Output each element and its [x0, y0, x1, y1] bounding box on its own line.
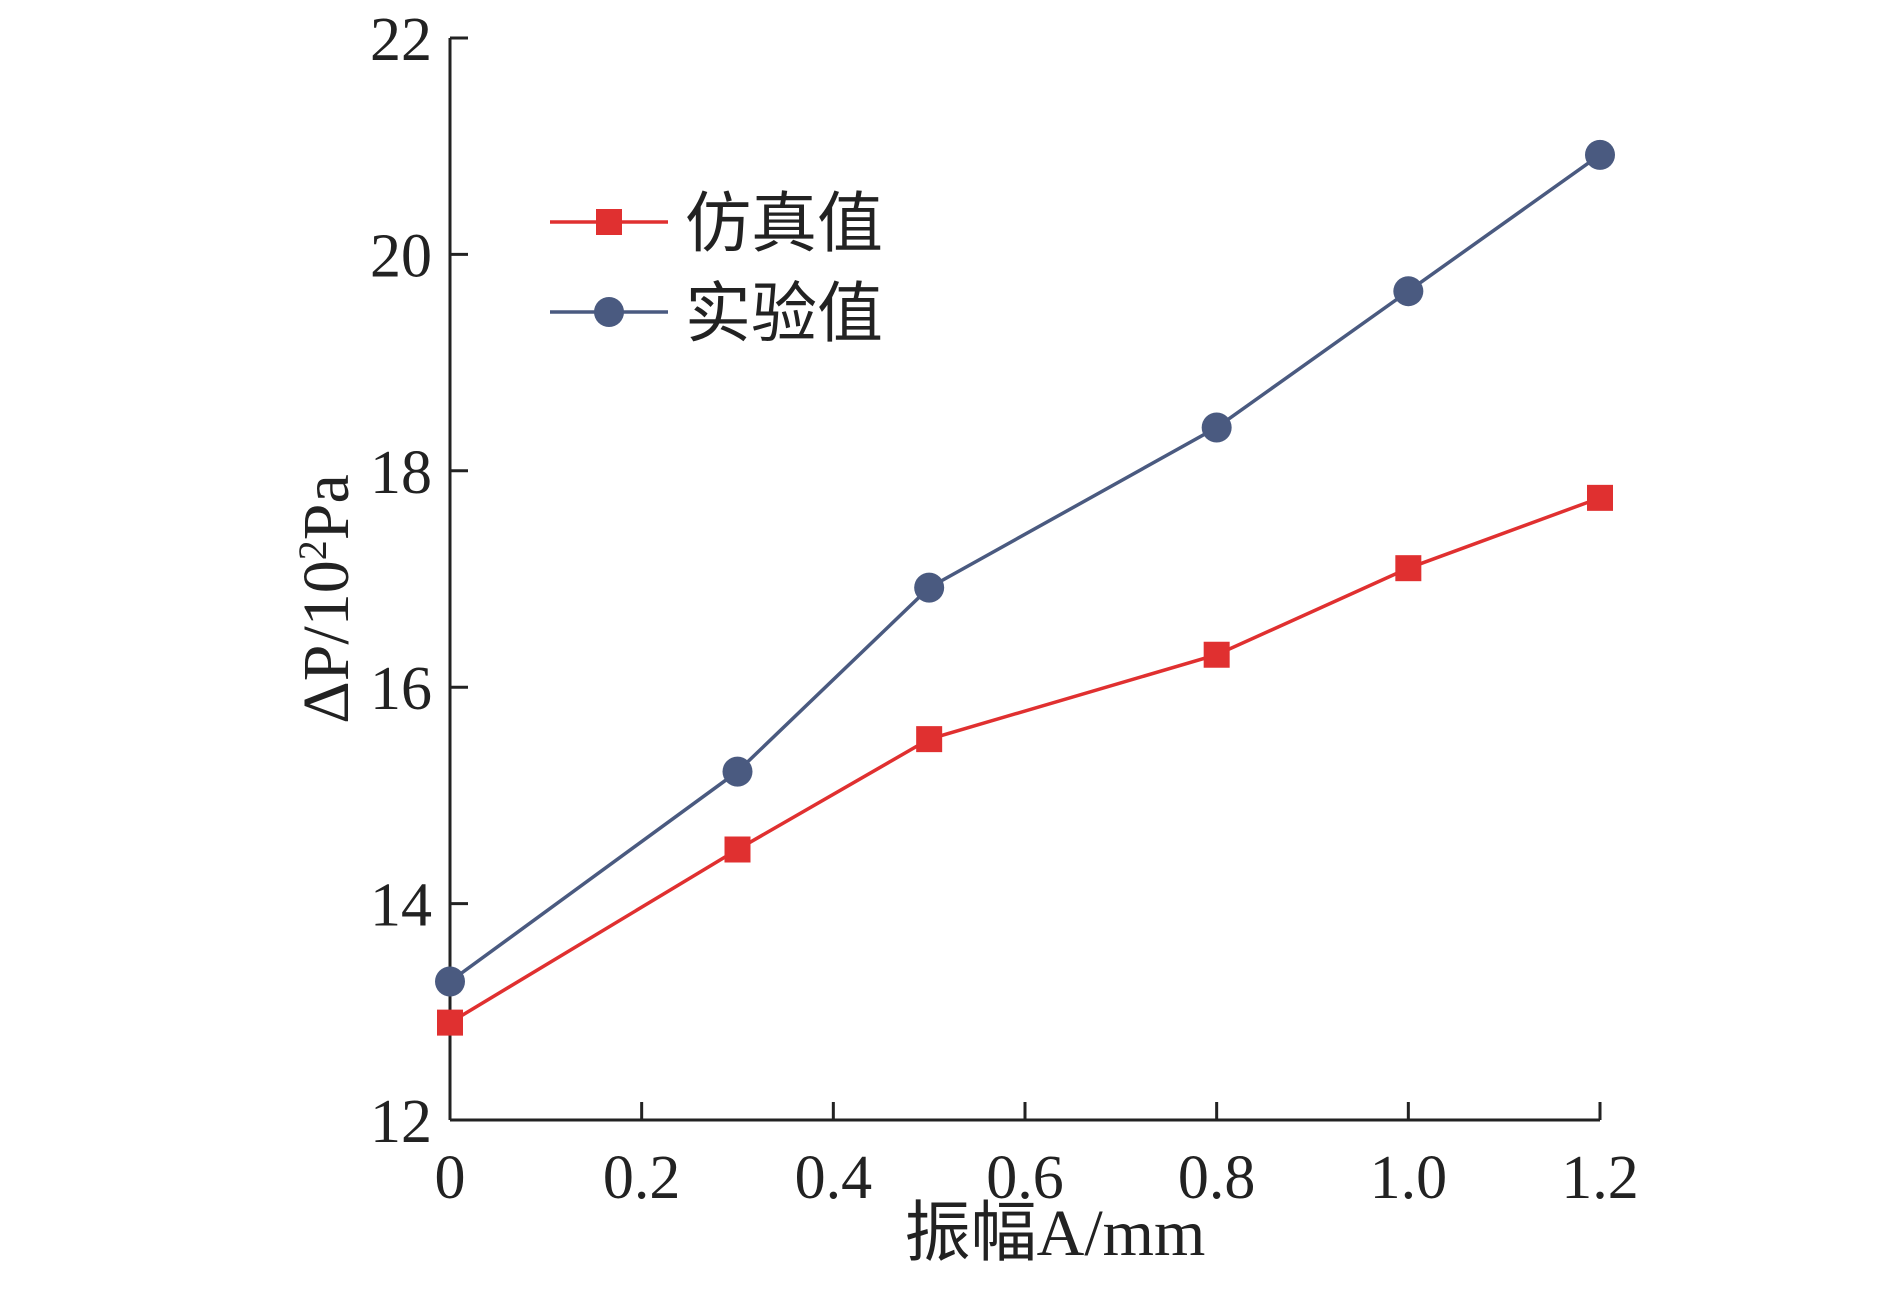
legend-label: 仿真值	[685, 188, 883, 261]
legend-marker	[594, 297, 624, 327]
x-axis-title: 振幅A/mm	[905, 1197, 1206, 1270]
data-point	[437, 1009, 463, 1036]
y-tick-label: 16	[370, 655, 432, 723]
x-tick-label: 1.0	[1370, 1144, 1448, 1212]
axes: 12 14 16 18 20 22 0 0.2 0.4 0.6 0.8 1.0 1.2	[370, 6, 1639, 1212]
y-tick-label: 20	[370, 222, 432, 290]
series-2	[435, 139, 1615, 997]
y-tick-label: 12	[370, 1088, 432, 1156]
x-tick-label: 0.4	[795, 1144, 873, 1212]
data-point	[1201, 412, 1232, 443]
series-line	[448, 153, 1602, 983]
legend-item: 实验值	[550, 278, 883, 351]
data-point	[914, 572, 945, 603]
data-point	[724, 836, 751, 863]
x-tick-label: 1.2	[1561, 1144, 1639, 1212]
series-1	[437, 484, 1613, 1036]
y-tick-label: 14	[370, 872, 432, 940]
data-point	[1203, 641, 1230, 668]
x-tick-label: 0	[435, 1144, 466, 1212]
y-axis-title-suffix: Pa	[290, 474, 363, 540]
series-line	[449, 496, 1601, 1025]
data-point	[1587, 484, 1613, 511]
data-point	[1393, 276, 1424, 307]
x-tick-label: 0.6	[986, 1144, 1064, 1212]
y-axis-title-superscript: 2	[290, 540, 335, 560]
series-layer	[435, 139, 1615, 1036]
x-tick-label: 0.8	[1178, 1144, 1256, 1212]
data-point	[435, 966, 465, 997]
data-point	[1585, 139, 1615, 170]
y-axis-title: ΔP/102Pa	[290, 474, 364, 724]
y-axis-title-prefix: ΔP/10	[290, 560, 363, 724]
data-point	[1395, 555, 1422, 582]
legend-label: 实验值	[685, 278, 883, 351]
data-point	[722, 756, 753, 787]
legend-item: 仿真值	[550, 188, 883, 261]
legend-marker	[596, 209, 622, 235]
x-tick-label: 0.2	[603, 1144, 681, 1212]
data-point	[916, 726, 943, 753]
y-tick-label: 18	[370, 439, 432, 507]
y-tick-label: 22	[370, 6, 432, 74]
